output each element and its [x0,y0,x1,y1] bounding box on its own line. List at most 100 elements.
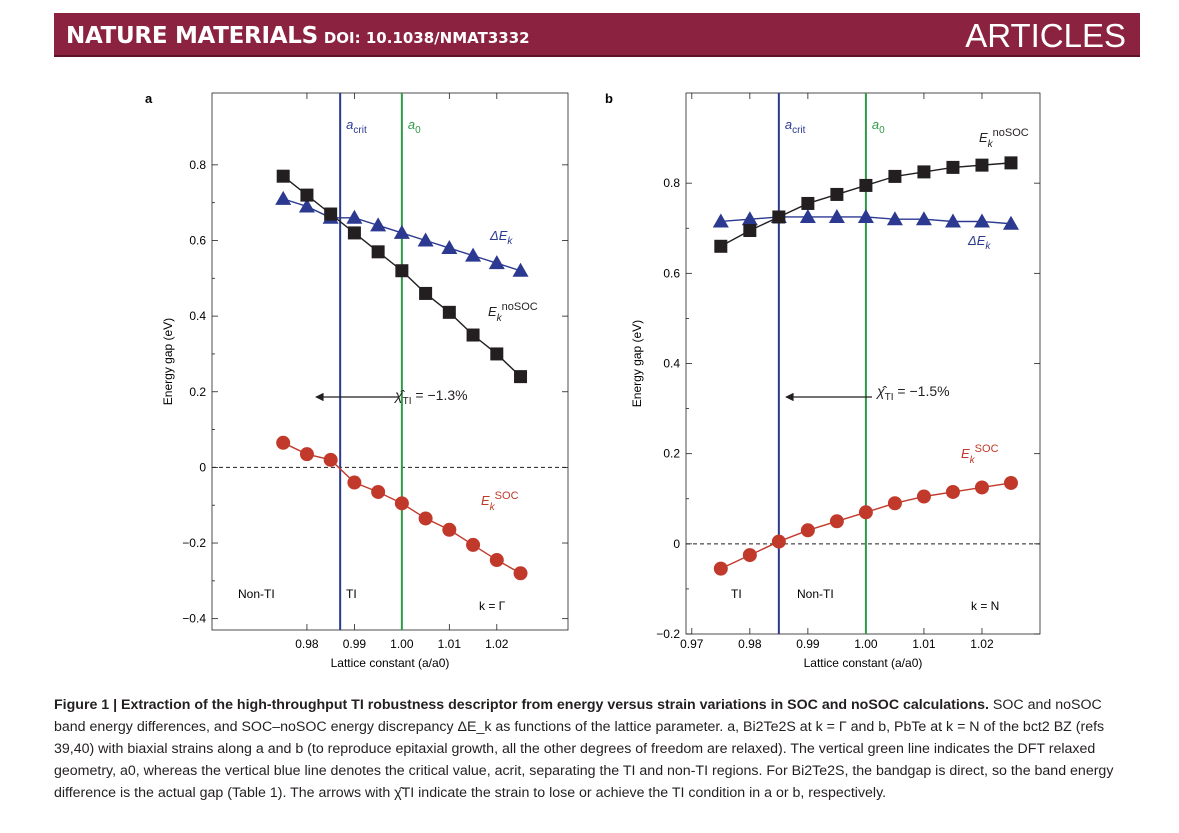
data-point-square [801,196,815,210]
data-point-triangle [915,211,932,226]
data-point-square [419,286,433,300]
data-point-square [917,165,931,179]
series-square [714,156,1018,253]
data-point-circle [347,475,362,490]
section-label: ARTICLES [965,17,1126,54]
region-label-right: TI [346,587,357,601]
data-point-square [466,328,480,342]
data-point-circle [858,505,873,520]
k-point-label: k = N [971,599,999,613]
data-point-square [888,169,902,183]
data-point-triangle [828,208,845,223]
x-tick-label: 1.00 [854,637,878,651]
data-point-square [324,207,338,221]
y-tick-label: 0 [673,537,680,551]
data-point-square [859,178,873,192]
chi-ti-label: χ̂TI = −1.3% [393,387,468,407]
y-tick-label: 0.8 [663,176,680,190]
data-point-triangle [417,232,434,247]
y-tick-label: 0.6 [189,233,206,247]
k-point-label: k = Γ [479,599,506,613]
y-tick-label: −0.2 [656,627,680,641]
data-point-triangle [944,213,961,228]
y-tick-label: 0.8 [189,158,206,172]
series-circle [713,475,1018,576]
data-point-triangle [741,211,758,226]
x-tick-label: 1.00 [390,637,414,651]
data-point-circle [713,561,728,576]
data-point-circle [1003,475,1018,490]
data-point-square [714,239,728,253]
data-point-circle [489,553,504,568]
delta-e-label: ΔEk [967,233,991,252]
series-circle [276,435,528,581]
x-tick-label: 0.97 [680,637,704,651]
e-nosoc-label: EknoSOC [979,127,1029,150]
y-tick-label: 0.2 [189,385,206,399]
data-point-triangle [465,247,482,262]
caption-label: Figure 1 | Extraction of the high-throug… [54,697,989,713]
y-tick-label: −0.4 [182,612,206,626]
chart-panel-a: a −0.4 −0.2 0 0.2 0.4 0.6 0.8 0.98 0.99 1.00 1.01 1.… [145,91,569,670]
data-point-circle [887,496,902,511]
e-nosoc-label: EknoSOC [488,301,538,324]
y-tick-label: 0.4 [189,309,206,323]
y-tick-label: 0.2 [663,447,680,461]
data-point-circle [945,484,960,499]
region-label-left: Non-TI [238,587,275,601]
data-point-triangle [973,213,990,228]
x-tick-label: 0.99 [343,637,367,651]
data-point-circle [513,566,528,581]
data-point-triangle [298,198,315,213]
data-point-triangle [799,208,816,223]
doi-label: DOI: 10.1038/NMAT3332 [323,29,530,47]
a-crit-label: acrit [346,117,367,136]
data-point-circle [829,514,844,529]
y-tick-label: −0.2 [182,536,206,550]
x-axis-label: Lattice constant (a/a0) [804,656,923,670]
data-point-circle [771,534,786,549]
data-point-triangle [275,190,292,205]
data-point-square [347,226,361,240]
x-tick-label: 1.01 [438,637,462,651]
data-point-triangle [857,208,874,223]
data-point-circle [800,523,815,538]
x-tick-label: 1.02 [485,637,509,651]
data-point-circle [371,484,386,499]
data-point-square [442,305,456,319]
data-point-circle [974,480,989,495]
x-tick-label: 0.98 [738,637,762,651]
a0-label: a0 [872,117,885,136]
journal-title: NATURE MATERIALS DOI: 10.1038/NMAT3332 [66,23,530,49]
data-point-triangle [512,262,529,277]
x-tick-label: 1.02 [970,637,994,651]
data-point-triangle [712,213,729,228]
y-tick-label: 0 [199,460,206,474]
data-point-circle [394,496,409,511]
data-point-triangle [370,217,387,232]
series-square [276,169,528,384]
data-point-triangle [886,211,903,226]
data-point-circle [916,489,931,504]
figure-1: a −0.4 −0.2 0 0.2 0.4 0.6 0.8 0.98 0.99 1.00 1.01 1.… [145,91,1041,670]
y-axis-label: Energy gap (eV) [630,320,644,407]
data-point-circle [299,447,314,462]
y-tick-label: 0.4 [663,357,680,371]
region-label-right: Non-TI [797,587,834,601]
data-point-square [395,264,409,278]
data-point-circle [742,548,757,563]
data-point-square [1004,156,1018,170]
plot-frame [685,92,1041,635]
data-point-square [946,160,960,174]
figure-caption: Figure 1 | Extraction of the high-throug… [54,694,1134,804]
data-point-square [975,158,989,172]
x-tick-label: 1.01 [912,637,936,651]
data-point-square [276,169,290,183]
chart-panel-b: b −0.2 0 0.2 0.4 0.6 0.8 0.97 0.98 0.99 1.00 1.01 1.… [605,91,1041,670]
caption-text: SOC and noSOC band energy differences, a… [54,697,1114,801]
data-point-circle [276,435,291,450]
data-point-triangle [393,224,410,239]
data-point-square [743,224,757,238]
a0-label: a0 [408,117,421,136]
data-point-square [300,188,314,202]
